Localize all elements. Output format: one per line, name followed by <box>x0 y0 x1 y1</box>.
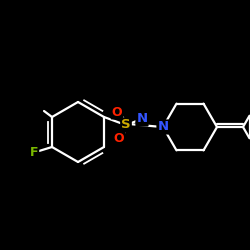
Text: S: S <box>121 118 131 132</box>
Text: N: N <box>136 112 147 126</box>
Text: F: F <box>30 146 38 158</box>
Text: N: N <box>158 120 168 134</box>
Text: O: O <box>114 132 124 145</box>
Text: O: O <box>112 106 122 118</box>
